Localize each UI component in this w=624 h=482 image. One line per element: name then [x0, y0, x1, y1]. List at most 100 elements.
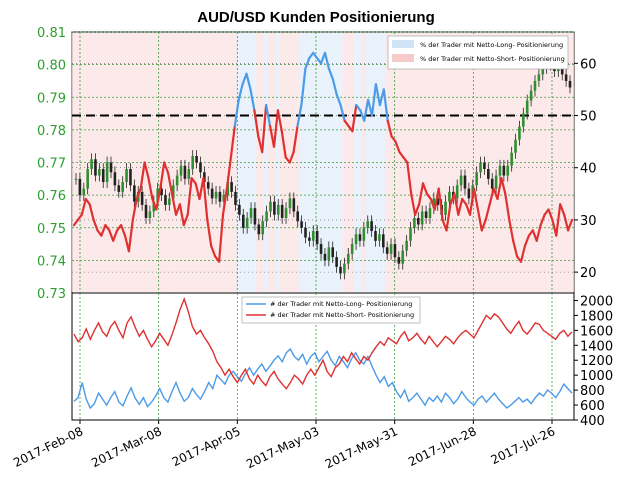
candle: [113, 166, 117, 192]
candle-body: [479, 162, 482, 173]
background-band: [236, 33, 241, 292]
candle: [479, 156, 482, 179]
candle: [510, 146, 513, 172]
long-pct-segment: [363, 98, 370, 122]
candle: [564, 68, 568, 87]
background-band: [452, 33, 457, 292]
candle: [370, 215, 373, 237]
candle-body: [253, 208, 257, 225]
candle-body: [249, 208, 253, 218]
candle: [98, 163, 101, 182]
long-pct-segment: [119, 224, 127, 237]
candle: [253, 202, 257, 231]
candle: [187, 163, 191, 185]
candle-body: [494, 175, 498, 189]
candle: [506, 159, 510, 182]
candle: [273, 195, 276, 221]
candle-body: [148, 211, 152, 218]
candle-body: [304, 227, 307, 238]
candle: [144, 199, 148, 224]
candle-body: [117, 185, 121, 192]
right-tick-label: 50: [580, 110, 597, 125]
long-pct-segment: [418, 182, 425, 206]
long-pct-segment: [147, 177, 154, 201]
long-pct-segment: [167, 171, 174, 195]
candle-body: [179, 165, 183, 176]
candle: [78, 172, 82, 201]
candle: [241, 208, 245, 234]
candle-body: [265, 211, 268, 222]
candle-body: [428, 208, 432, 218]
candle-body: [300, 221, 303, 228]
candle: [522, 107, 525, 133]
candle: [175, 169, 179, 192]
long-pct-segment: [323, 51, 330, 70]
left-tick-label: 0.78: [37, 124, 66, 139]
candle-body: [210, 188, 214, 199]
background-band: [464, 33, 469, 292]
long-pct-segment: [131, 197, 138, 221]
background-band: [248, 33, 253, 292]
background-band: [213, 33, 218, 292]
candle-body: [160, 188, 163, 196]
right-tick-label: 1200: [580, 354, 613, 369]
background-band: [209, 33, 214, 292]
candle-body: [529, 90, 533, 101]
candle: [257, 218, 261, 241]
candle-body: [269, 201, 272, 212]
long-pct-segment: [261, 103, 268, 154]
candle-body: [296, 211, 300, 222]
background-band: [401, 33, 406, 292]
upper-legend-box: [387, 35, 569, 70]
long-pct-segment: [488, 187, 495, 206]
candle-body: [393, 244, 397, 258]
candle: [327, 241, 331, 267]
candle: [393, 238, 397, 263]
candle-body: [420, 211, 424, 225]
background-band: [185, 33, 190, 292]
long-pct-segment: [335, 93, 342, 107]
candle-body: [339, 266, 342, 274]
candle: [168, 192, 171, 211]
candle-body: [378, 234, 381, 241]
candle: [416, 212, 420, 231]
candle-body: [424, 211, 428, 218]
long-pct-segment: [476, 208, 483, 232]
background-band: [448, 33, 453, 292]
long-pct-segment: [276, 109, 283, 133]
background-band: [373, 33, 379, 292]
candle-body: [416, 217, 420, 225]
left-tick-label: 0.74: [37, 254, 66, 269]
long-pct-segment: [206, 218, 213, 248]
candle: [339, 261, 342, 280]
candle: [101, 163, 105, 188]
long-pct-segment: [539, 213, 546, 227]
candle: [140, 185, 144, 211]
upper-panel: 0.73 0.74 0.75 0.76 0.77 0.78 0.79 0.80 0.81 20 3…: [37, 26, 597, 302]
right-tick-label: 60: [580, 57, 597, 72]
candle: [455, 179, 459, 205]
left-tick-label: 0.76: [37, 189, 66, 204]
candle-body: [374, 231, 377, 241]
candle-body: [276, 204, 280, 215]
long-pct-segment: [108, 229, 115, 242]
candle-body: [537, 74, 541, 81]
long-pct-segment: [559, 203, 566, 216]
candle: [109, 156, 113, 179]
candle-body: [113, 172, 117, 186]
right-tick-label: 30: [580, 214, 597, 229]
candle-body: [308, 237, 311, 241]
candle-body: [444, 201, 447, 215]
legend-swatch-short-pct: [392, 54, 414, 62]
long-pct-segment: [300, 67, 307, 107]
long-pct-segment: [351, 103, 358, 133]
candle: [323, 247, 327, 267]
long-pct-segment: [288, 151, 295, 164]
upper-background-bands: [71, 33, 575, 292]
candle-body: [525, 100, 529, 114]
background-band: [444, 33, 449, 292]
long-pct-segment: [194, 182, 201, 201]
candle-body: [514, 139, 517, 153]
candle-body: [171, 185, 175, 199]
